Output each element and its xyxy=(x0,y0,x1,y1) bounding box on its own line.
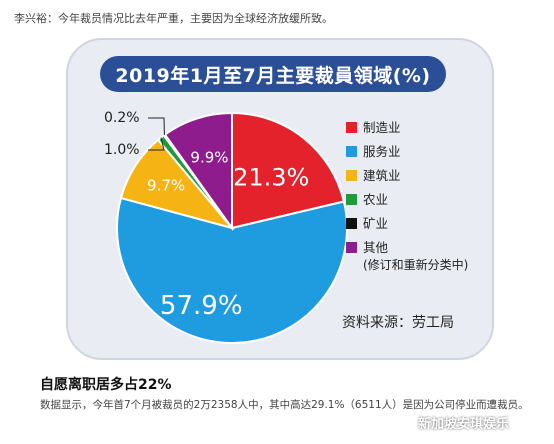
top-caption: 李兴裕：今年裁员情况比去年严重，主要因为全球经济放缓所致。 xyxy=(14,12,333,25)
article-heading: 自愿离职居多占22% xyxy=(40,377,172,393)
legend-item-1: 服务业 xyxy=(346,144,506,168)
slice-label-2: 9.7% xyxy=(147,176,185,194)
pie-slice-5 xyxy=(163,111,233,232)
legend-item-0: 制造业 xyxy=(346,120,506,144)
slice-label-5: 9.9% xyxy=(190,148,228,166)
pie-slice-1 xyxy=(116,196,348,344)
legend-item-2: 建筑业 xyxy=(346,168,506,192)
legend-swatch xyxy=(346,242,357,253)
legend-swatch xyxy=(346,122,357,133)
chart-title: 2019年1月至7月主要裁員領域(%) xyxy=(100,56,446,92)
slice-label-1: 57.9% xyxy=(160,291,243,321)
chart-source: 资料来源：劳工局 xyxy=(342,315,454,331)
legend-other-note: (修订和重新分类中) xyxy=(363,258,469,272)
legend-item-5: 其他 xyxy=(346,240,506,264)
leader-line-4 xyxy=(148,117,165,135)
legend-swatch xyxy=(346,218,357,229)
legend-label: 农业 xyxy=(363,192,389,207)
legend: 制造业服务业建筑业农业矿业其他 (修订和重新分类中) xyxy=(346,120,506,273)
legend-swatch xyxy=(346,170,357,181)
legend-swatch xyxy=(346,146,357,157)
legend-label: 制造业 xyxy=(363,120,401,135)
slice-label-0: 21.3% xyxy=(233,163,309,191)
legend-label: 矿业 xyxy=(363,216,389,231)
pie-slice-0 xyxy=(231,111,346,230)
watermark: 新加坡安琪娱乐 xyxy=(418,417,510,432)
article-body: 数据显示，今年首7个月被裁员的2万2358人中，其中高达29.1%（6511人）… xyxy=(40,399,529,411)
legend-label: 建筑业 xyxy=(363,168,401,183)
legend-item-4: 矿业 xyxy=(346,216,506,240)
leader-line-3 xyxy=(148,137,165,151)
legend-label: 其他 xyxy=(363,240,389,255)
legend-swatch xyxy=(346,194,357,205)
slice-label-3: 1.0% xyxy=(104,142,140,158)
legend-item-3: 农业 xyxy=(346,192,506,216)
legend-label: 服务业 xyxy=(363,144,401,159)
slice-label-4: 0.2% xyxy=(104,110,140,126)
